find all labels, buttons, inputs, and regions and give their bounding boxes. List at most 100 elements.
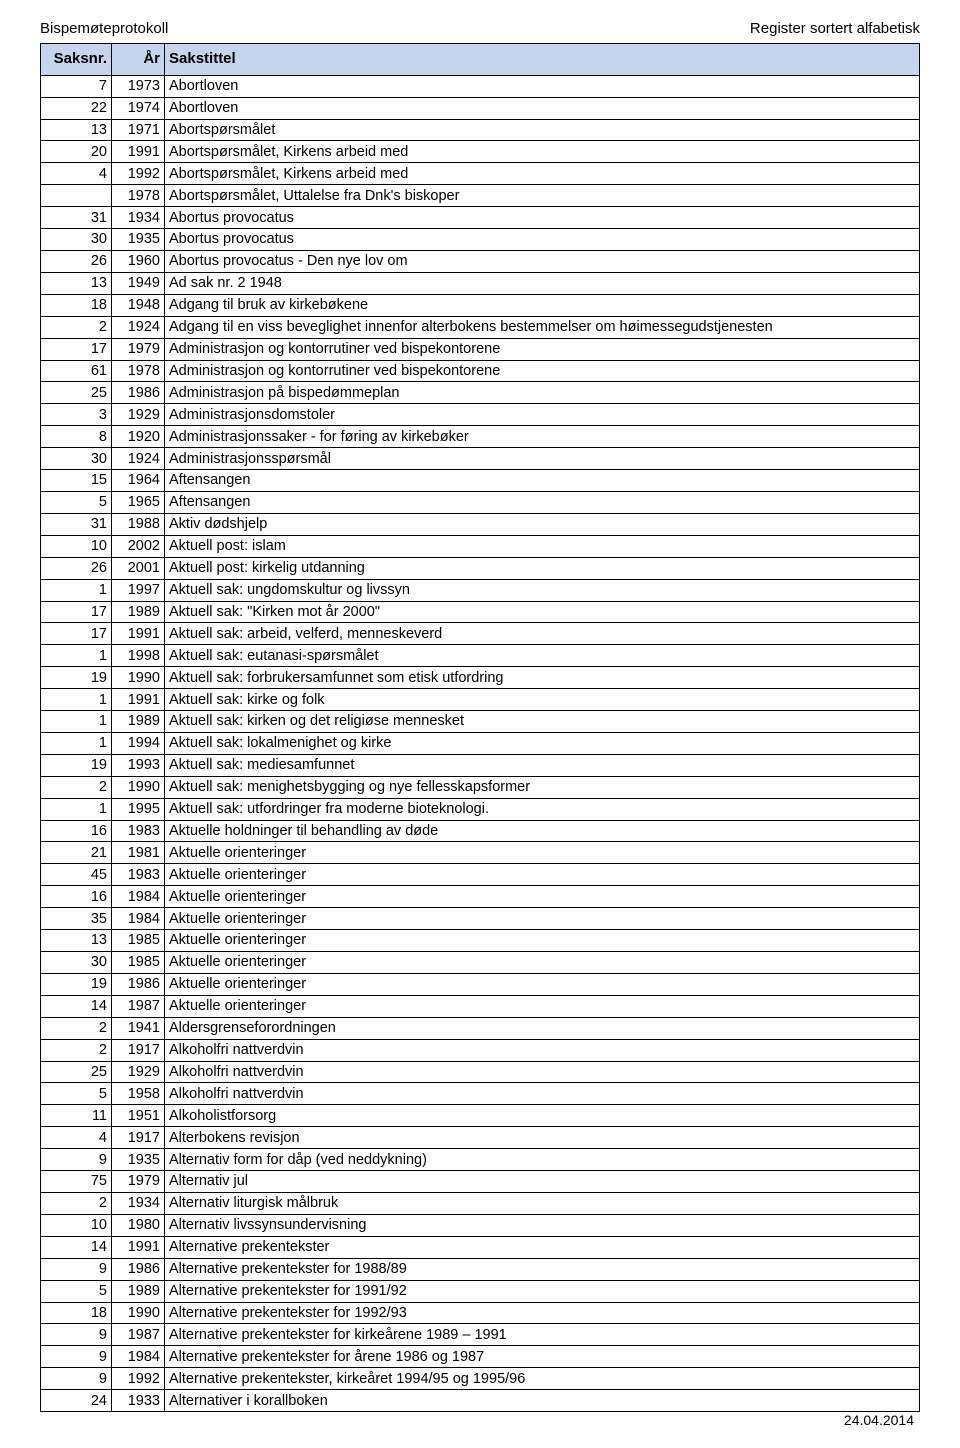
cell-saksnr: 30 [41,952,112,974]
cell-ar: 1992 [112,163,165,185]
cell-saksnr: 17 [41,338,112,360]
table-row: 11994Aktuell sak: lokalmenighet og kirke [41,732,920,754]
cell-sakstittel: Aktuell sak: ungdomskultur og livssyn [165,579,920,601]
cell-sakstittel: Aktuell post: islam [165,535,920,557]
register-table: Saksnr. År Sakstittel 71973Abortloven221… [40,43,920,1412]
cell-ar: 1986 [112,382,165,404]
header-right: Register sortert alfabetisk [750,20,920,37]
cell-sakstittel: Aktuell sak: "Kirken mot år 2000" [165,601,920,623]
cell-ar: 1924 [112,316,165,338]
table-row: 751979Alternativ jul [41,1171,920,1193]
cell-sakstittel: Aktuell sak: arbeid, velferd, menneskeve… [165,623,920,645]
cell-saksnr: 9 [41,1258,112,1280]
table-row: 21924Adgang til en viss beveglighet inne… [41,316,920,338]
cell-ar: 1993 [112,754,165,776]
cell-saksnr: 11 [41,1105,112,1127]
cell-sakstittel: Aftensangen [165,491,920,513]
cell-sakstittel: Administrasjon og kontorrutiner ved bisp… [165,338,920,360]
table-row: 91984Alternative prekentekster for årene… [41,1346,920,1368]
cell-saksnr: 14 [41,1236,112,1258]
cell-saksnr: 1 [41,579,112,601]
cell-sakstittel: Abortspørsmålet, Kirkens arbeid med [165,141,920,163]
cell-saksnr: 16 [41,820,112,842]
cell-ar: 1929 [112,404,165,426]
cell-sakstittel: Aktuell sak: forbrukersamfunnet som etis… [165,667,920,689]
cell-saksnr: 9 [41,1368,112,1390]
cell-sakstittel: Aktuelle orienteringer [165,995,920,1017]
cell-saksnr: 75 [41,1171,112,1193]
cell-ar: 1973 [112,75,165,97]
table-row: 131949Ad sak nr. 2 1948 [41,272,920,294]
cell-saksnr: 1 [41,798,112,820]
cell-saksnr: 2 [41,776,112,798]
cell-sakstittel: Alkoholistforsorg [165,1105,920,1127]
cell-saksnr: 2 [41,1192,112,1214]
table-row: 71973Abortloven [41,75,920,97]
cell-saksnr: 10 [41,1214,112,1236]
cell-sakstittel: Abortspørsmålet, Kirkens arbeid med [165,163,920,185]
col-header-sakstittel: Sakstittel [165,44,920,76]
cell-saksnr: 1 [41,732,112,754]
table-row: 251929Alkoholfri nattverdvin [41,1061,920,1083]
cell-sakstittel: Aktuell sak: kirken og det religiøse men… [165,711,920,733]
cell-saksnr: 25 [41,1061,112,1083]
cell-sakstittel: Abortspørsmålet, Uttalelse fra Dnk's bis… [165,185,920,207]
cell-saksnr: 5 [41,1280,112,1302]
table-row: 301985Aktuelle orienteringer [41,952,920,974]
table-row: 11998Aktuell sak: eutanasi-spørsmålet [41,645,920,667]
cell-saksnr: 4 [41,163,112,185]
page-header: Bispemøteprotokoll Register sortert alfa… [40,20,920,37]
cell-ar: 1991 [112,1236,165,1258]
table-row: 11997Aktuell sak: ungdomskultur og livss… [41,579,920,601]
cell-sakstittel: Abortus provocatus [165,229,920,251]
cell-ar: 1987 [112,995,165,1017]
cell-sakstittel: Aktuelle orienteringer [165,908,920,930]
col-header-saksnr: Saksnr. [41,44,112,76]
cell-sakstittel: Aktuelle orienteringer [165,973,920,995]
cell-ar: 1964 [112,470,165,492]
table-row: 311934Abortus provocatus [41,207,920,229]
cell-saksnr: 7 [41,75,112,97]
table-row: 161984Aktuelle orienteringer [41,886,920,908]
table-row: 11991Aktuell sak: kirke og folk [41,689,920,711]
table-row: 311988Aktiv dødshjelp [41,513,920,535]
table-row: 161983Aktuelle holdninger til behandling… [41,820,920,842]
cell-saksnr: 20 [41,141,112,163]
cell-sakstittel: Abortus provocatus [165,207,920,229]
table-row: 611978Administrasjon og kontorrutiner ve… [41,360,920,382]
cell-saksnr: 30 [41,229,112,251]
cell-sakstittel: Aktuell sak: eutanasi-spørsmålet [165,645,920,667]
cell-sakstittel: Abortloven [165,75,920,97]
cell-ar: 1991 [112,623,165,645]
table-row: 171979Administrasjon og kontorrutiner ve… [41,338,920,360]
cell-ar: 1986 [112,1258,165,1280]
cell-saksnr: 24 [41,1390,112,1412]
cell-ar: 1983 [112,820,165,842]
cell-sakstittel: Administrasjonsspørsmål [165,448,920,470]
table-row: 151964Aftensangen [41,470,920,492]
cell-ar: 1991 [112,141,165,163]
table-row: 181990Alternative prekentekster for 1992… [41,1302,920,1324]
table-row: 171991Aktuell sak: arbeid, velferd, menn… [41,623,920,645]
cell-saksnr: 15 [41,470,112,492]
cell-saksnr: 3 [41,404,112,426]
cell-saksnr: 14 [41,995,112,1017]
cell-saksnr: 26 [41,251,112,273]
cell-ar: 1987 [112,1324,165,1346]
cell-sakstittel: Alternative prekentekster for 1992/93 [165,1302,920,1324]
table-row: 131985Aktuelle orienteringer [41,930,920,952]
cell-ar: 1985 [112,930,165,952]
cell-ar: 1933 [112,1390,165,1412]
cell-ar: 2002 [112,535,165,557]
table-row: 171989Aktuell sak: "Kirken mot år 2000" [41,601,920,623]
cell-ar: 1951 [112,1105,165,1127]
table-row: 21934Alternativ liturgisk målbruk [41,1192,920,1214]
cell-sakstittel: Alternative prekentekster [165,1236,920,1258]
cell-saksnr: 13 [41,119,112,141]
cell-sakstittel: Abortloven [165,97,920,119]
cell-saksnr: 17 [41,601,112,623]
table-row: 91987Alternative prekentekster for kirke… [41,1324,920,1346]
cell-ar: 1997 [112,579,165,601]
cell-ar: 1979 [112,338,165,360]
table-row: 81920Administrasjonssaker - for føring a… [41,426,920,448]
